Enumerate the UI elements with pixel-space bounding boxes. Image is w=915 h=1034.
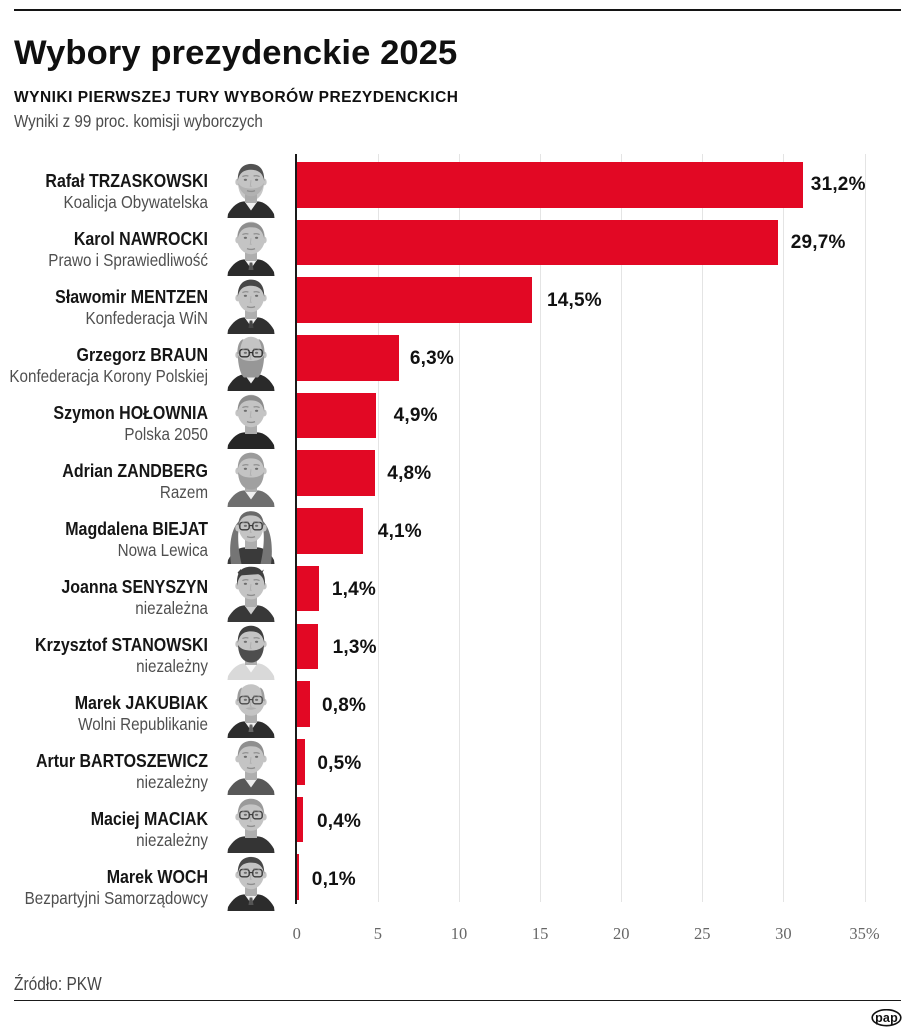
svg-text:pap: pap: [875, 1011, 898, 1025]
